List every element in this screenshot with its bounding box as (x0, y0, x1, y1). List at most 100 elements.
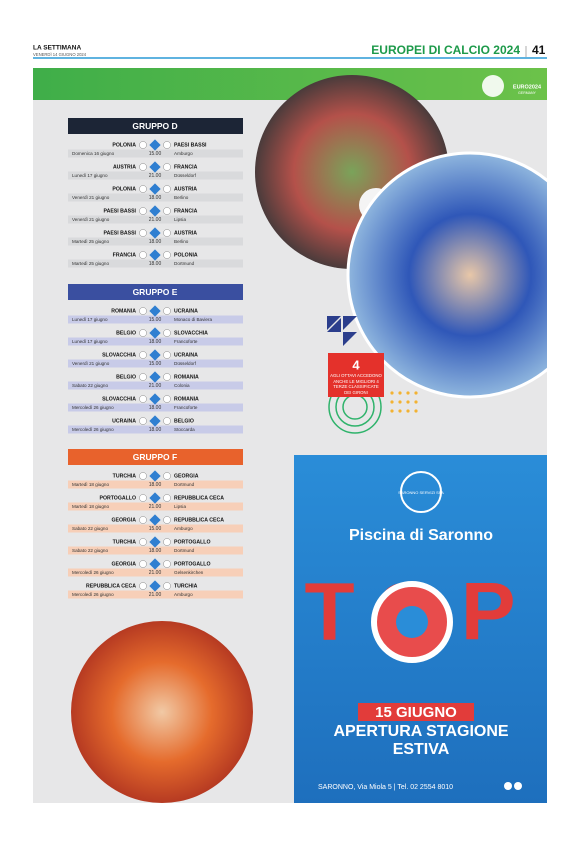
flag (163, 207, 171, 215)
away-team: REPUBBLICA CECA (174, 517, 224, 523)
flag (139, 307, 147, 315)
date-bar (68, 337, 243, 346)
match-time: 18.00 (149, 548, 162, 554)
home-team: PAESI BASSI (104, 230, 137, 236)
match-time: 15.00 (149, 317, 162, 323)
date-bar (68, 149, 243, 158)
flag (163, 395, 171, 403)
page-number: 41 (532, 43, 546, 57)
vs-icon (149, 161, 161, 173)
away-team: UCRAINA (174, 308, 198, 314)
home-team: BELGIO (116, 374, 136, 380)
match-date: Lunedì 17 giugno (72, 173, 108, 178)
flag (139, 538, 147, 546)
group-title: GRUPPO D (132, 121, 177, 131)
match-date: Martedì 18 giugno (72, 504, 109, 509)
match-time: 15.00 (149, 526, 162, 532)
swim-ring-hole (396, 606, 428, 638)
match-date: Martedì 25 giugno (72, 261, 109, 266)
vs-icon (149, 415, 161, 427)
date-bar (68, 193, 243, 202)
date-bar (68, 381, 243, 390)
away-team: PORTOGALLO (174, 561, 211, 567)
match-date: Venerdì 21 giugno (72, 217, 110, 222)
match-city: Francoforte (174, 405, 198, 410)
match-time: 21.00 (149, 570, 162, 576)
date-bar (68, 524, 243, 533)
flag (163, 417, 171, 425)
flag (163, 560, 171, 568)
match-city: Düsseldorf (174, 361, 197, 366)
flag (139, 141, 147, 149)
match-time: 18.00 (149, 195, 162, 201)
flag (139, 373, 147, 381)
home-team: SLOVACCHIA (102, 352, 136, 358)
match-time: 18.00 (149, 427, 162, 433)
vs-icon (149, 205, 161, 217)
logo-name: EURO2024 (513, 84, 542, 90)
group-title: GRUPPO F (133, 452, 177, 462)
flag (139, 494, 147, 502)
match-date: Mercoledì 26 giugno (72, 570, 114, 575)
flag (163, 582, 171, 590)
match-city: Amburgo (174, 592, 193, 597)
away-team: FRANCIA (174, 164, 198, 170)
away-team: AUSTRIA (174, 186, 197, 192)
vs-icon (149, 536, 161, 548)
match-time: 21.00 (149, 383, 162, 389)
match-city: Gelsenkirchen (174, 570, 204, 575)
vs-icon (149, 558, 161, 570)
flag (163, 251, 171, 259)
match-time: 21.00 (149, 173, 162, 179)
home-team: PORTOGALLO (99, 495, 136, 501)
match-city: Lipsia (174, 504, 186, 509)
section-title: EUROPEI DI CALCIO 2024 (371, 43, 520, 57)
flag (163, 329, 171, 337)
flag (139, 395, 147, 403)
home-team: PAESI BASSI (104, 208, 137, 214)
ad-date: 15 GIUGNO (375, 704, 457, 721)
vs-icon (149, 139, 161, 151)
photo-fans-italy (346, 151, 547, 399)
match-time: 18.00 (149, 261, 162, 267)
vs-icon (149, 580, 161, 592)
date-bar (68, 480, 243, 489)
away-team: PORTOGALLO (174, 539, 211, 545)
vs-icon (149, 470, 161, 482)
flag (163, 472, 171, 480)
match-date: Mercoledì 26 giugno (72, 405, 114, 410)
match-time: 15.00 (149, 361, 162, 367)
flag (139, 207, 147, 215)
date-bar (68, 403, 243, 412)
ad-address: SARONNO, Via Miola 5 | Tel. 02 2554 8010 (318, 784, 453, 791)
match-date: Martedì 25 giugno (72, 239, 109, 244)
vs-icon (149, 327, 161, 339)
away-team: SLOVACCHIA (174, 330, 208, 336)
away-team: ROMANIA (174, 396, 199, 402)
deco-dots (390, 391, 418, 413)
away-team: AUSTRIA (174, 230, 197, 236)
date-bar (68, 359, 243, 368)
match-city: Berlino (174, 195, 189, 200)
away-team: GEORGIA (174, 473, 199, 479)
match-city: Amburgo (174, 151, 193, 156)
vs-icon (149, 371, 161, 383)
home-team: TURCHIA (113, 473, 137, 479)
match-city: Monaco di Baviera (174, 317, 212, 322)
group-header (68, 449, 243, 465)
photo-fans-portugal (71, 621, 253, 803)
match-time: 18.00 (149, 405, 162, 411)
flag (139, 185, 147, 193)
ad-company: SARONNO SERVIZI SPA (398, 490, 444, 495)
flag (139, 417, 147, 425)
ad-logo (400, 471, 442, 513)
match-time: 18.00 (149, 339, 162, 345)
away-team: REPUBBLICA CECA (174, 495, 224, 501)
match-date: Venerdì 21 giugno (72, 195, 110, 200)
flag (163, 185, 171, 193)
flag (139, 582, 147, 590)
match-time: 21.00 (149, 217, 162, 223)
flag (139, 251, 147, 259)
flag (139, 163, 147, 171)
home-team: FRANCIA (113, 252, 137, 258)
